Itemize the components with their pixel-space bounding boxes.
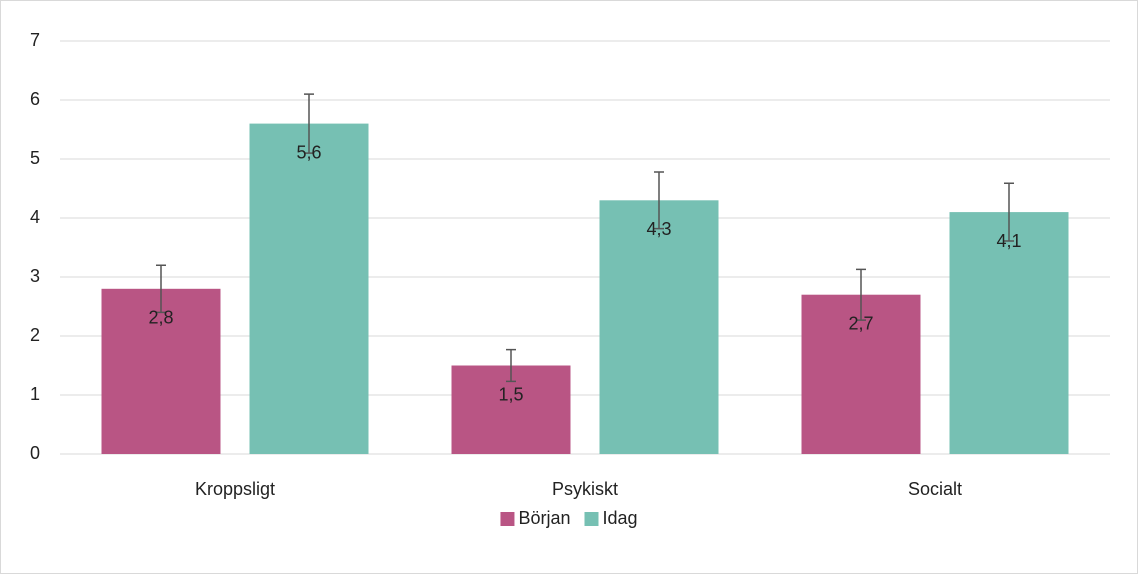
x-tick-label: Kroppsligt (195, 479, 275, 499)
bar (949, 212, 1069, 454)
data-label: 4,3 (646, 219, 671, 239)
error-bar (654, 171, 664, 230)
error-bar (506, 348, 516, 383)
y-tick-label: 2 (30, 325, 40, 345)
error-bar (856, 268, 866, 321)
y-tick-label: 0 (30, 443, 40, 463)
y-tick-label: 7 (30, 30, 40, 50)
y-tick-label: 5 (30, 148, 40, 168)
bar (599, 200, 719, 454)
y-tick-label: 4 (30, 207, 40, 227)
bar (101, 288, 221, 454)
data-label: 4,1 (996, 231, 1021, 251)
y-tick-label: 3 (30, 266, 40, 286)
data-label: 2,8 (148, 308, 173, 328)
x-tick-label: Psykiskt (552, 479, 618, 499)
error-bar (1004, 182, 1014, 242)
data-label: 2,7 (848, 313, 873, 333)
x-tick-label: Socialt (908, 479, 962, 499)
error-bar (304, 93, 314, 154)
error-bar (156, 264, 166, 314)
bar (249, 123, 369, 454)
y-tick-label: 1 (30, 384, 40, 404)
y-tick-label: 6 (30, 89, 40, 109)
data-label: 1,5 (498, 384, 523, 404)
legend-label: Idag (602, 508, 637, 528)
data-label: 5,6 (296, 142, 321, 162)
legend-label: Början (518, 508, 570, 528)
legend-swatch (584, 512, 599, 526)
bar (801, 294, 921, 454)
legend-swatch (500, 512, 515, 526)
